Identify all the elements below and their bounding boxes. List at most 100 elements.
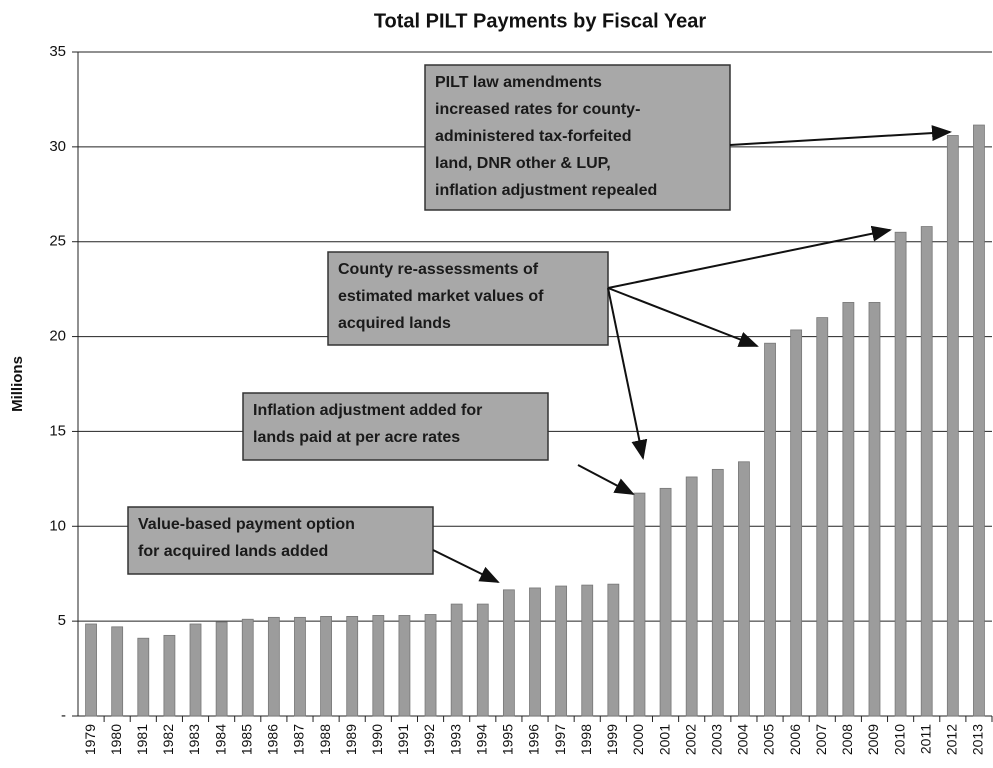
annotation-text: estimated market values of bbox=[338, 288, 544, 305]
x-tick-label: 2012 bbox=[944, 724, 960, 755]
x-tick-label: 2010 bbox=[891, 724, 907, 755]
bar bbox=[215, 621, 228, 717]
x-tick-label: 1998 bbox=[578, 724, 594, 755]
annotation-text: acquired lands bbox=[338, 315, 451, 332]
annotation-text: PILT law amendments bbox=[435, 74, 602, 91]
bar bbox=[346, 616, 359, 717]
x-tick-label: 1997 bbox=[552, 724, 568, 755]
annotation: Inflation adjustment added for lands paid… bbox=[242, 392, 635, 495]
x-tick-label: 1979 bbox=[82, 724, 98, 755]
bar bbox=[581, 584, 594, 717]
bar bbox=[973, 124, 985, 717]
bar bbox=[685, 476, 698, 717]
bar bbox=[294, 616, 306, 717]
x-tick-label: 2005 bbox=[761, 724, 777, 755]
x-tick-label: 2009 bbox=[865, 724, 881, 755]
x-tick-label: 1982 bbox=[160, 724, 176, 755]
annotation-text: Inflation adjustment added for bbox=[253, 402, 482, 419]
bar bbox=[659, 487, 672, 717]
x-tick-label: 2004 bbox=[735, 724, 751, 755]
annotation-text: land, DNR other & LUP, bbox=[435, 155, 611, 172]
bar bbox=[163, 634, 176, 717]
bar bbox=[111, 626, 124, 717]
annotation-text: lands paid at per acre rates bbox=[253, 429, 460, 446]
bar bbox=[267, 616, 280, 717]
y-tick-label: 35 bbox=[49, 43, 66, 60]
x-tick-label: 1993 bbox=[447, 724, 463, 755]
bar bbox=[372, 615, 385, 717]
x-tick-label: 1983 bbox=[186, 724, 202, 755]
chart-title: Total PILT Payments by Fiscal Year bbox=[374, 10, 707, 32]
x-tick-label: 1986 bbox=[265, 724, 281, 755]
x-tick-label: 1990 bbox=[369, 724, 385, 755]
x-tick-label: 2006 bbox=[787, 724, 803, 755]
bar bbox=[946, 135, 959, 717]
annotation-box bbox=[327, 251, 609, 346]
bar bbox=[868, 302, 881, 717]
x-tick-label: 2000 bbox=[630, 724, 646, 755]
x-tick-label: 1994 bbox=[473, 724, 489, 755]
annotation-text: increased rates for county- bbox=[435, 101, 640, 118]
bar bbox=[842, 302, 855, 717]
x-tick-label: 2001 bbox=[656, 724, 672, 755]
bar bbox=[137, 637, 150, 717]
bar bbox=[790, 329, 803, 717]
annotation-text: inflation adjustment repealed bbox=[435, 182, 657, 199]
arrow bbox=[607, 287, 648, 460]
bar bbox=[241, 618, 254, 717]
y-axis-label: Millions bbox=[9, 356, 26, 412]
y-tick-label: 30 bbox=[49, 138, 66, 155]
bar bbox=[711, 468, 724, 717]
x-tick-label: 1989 bbox=[343, 724, 359, 755]
bar bbox=[189, 623, 202, 717]
x-tick-label: 2008 bbox=[839, 724, 855, 755]
x-tick-label: 1987 bbox=[291, 724, 307, 755]
x-tick-label: 1985 bbox=[238, 724, 254, 755]
x-tick-label: 1981 bbox=[134, 724, 150, 755]
annotation: PILT law amendments increased rates for c… bbox=[424, 64, 952, 211]
arrow bbox=[729, 125, 952, 146]
bar bbox=[920, 226, 933, 717]
x-tick-label: 1991 bbox=[395, 724, 411, 755]
x-tick-label: 1984 bbox=[212, 724, 228, 755]
x-tick-label: 2002 bbox=[682, 724, 698, 755]
bar bbox=[816, 317, 829, 717]
bar bbox=[450, 603, 463, 717]
bar bbox=[398, 615, 411, 717]
annotation-box bbox=[242, 392, 549, 461]
annotation-text: County re-assessments of bbox=[338, 261, 539, 278]
y-tick-label: 10 bbox=[49, 517, 66, 534]
x-tick-label: 1992 bbox=[421, 724, 437, 755]
y-tick-label: 20 bbox=[49, 328, 66, 345]
annotation-text: for acquired lands added bbox=[138, 543, 328, 560]
bar bbox=[320, 616, 332, 717]
x-tick-label: 1999 bbox=[604, 724, 620, 755]
bar bbox=[85, 623, 97, 717]
x-tick-label: 2011 bbox=[917, 724, 933, 754]
y-tick-label: 15 bbox=[49, 422, 66, 439]
arrow bbox=[577, 464, 635, 495]
x-tick-label: 1980 bbox=[108, 724, 124, 755]
arrow bbox=[607, 225, 892, 289]
annotations: PILT law amendments increased rates for c… bbox=[127, 64, 952, 583]
annotation-box bbox=[127, 506, 434, 575]
annotation-text: administered tax-forfeited bbox=[435, 128, 631, 145]
x-tick-label: 1996 bbox=[526, 724, 542, 755]
y-tick-label: 25 bbox=[49, 233, 66, 250]
bar bbox=[476, 603, 489, 717]
y-tick-label: - bbox=[61, 707, 66, 724]
x-tick-label: 1988 bbox=[317, 724, 333, 755]
x-tick-label: 1995 bbox=[500, 724, 516, 755]
x-tick-label: 2013 bbox=[970, 724, 986, 755]
annotation-box bbox=[424, 64, 731, 211]
bar bbox=[738, 461, 750, 717]
annotation-text: Value-based payment option bbox=[138, 516, 355, 533]
arrow bbox=[432, 549, 500, 583]
annotation: Value-based payment option for acquired l… bbox=[127, 506, 500, 583]
y-tick-label: 5 bbox=[58, 612, 66, 629]
bar bbox=[529, 587, 541, 717]
bar bbox=[502, 589, 515, 717]
bar bbox=[607, 583, 620, 717]
bar bbox=[633, 492, 646, 717]
